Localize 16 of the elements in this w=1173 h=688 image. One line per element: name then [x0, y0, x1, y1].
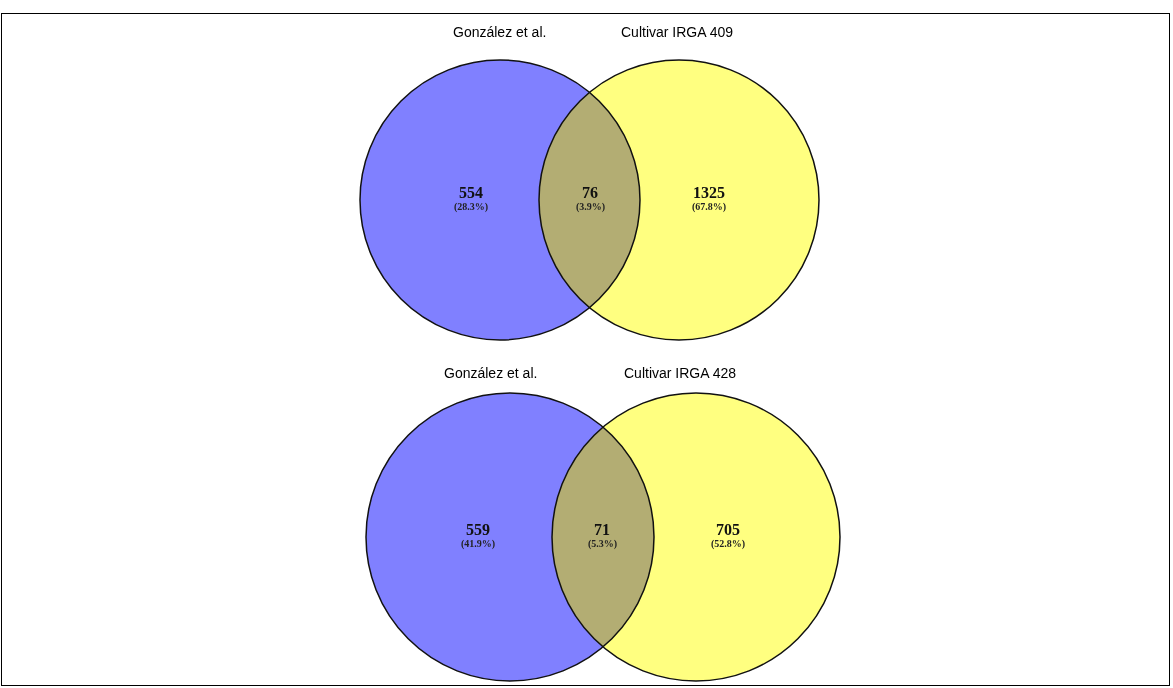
text: (28.3%) [454, 201, 489, 213]
data-label: 1325 [693, 184, 725, 201]
data-label: 554 [459, 184, 483, 201]
text: Cultivar IRGA 409 [621, 24, 734, 40]
text: Cultivar IRGA 428 [624, 365, 737, 381]
data-label: 705 [716, 521, 740, 538]
text: (5.3%) [588, 538, 618, 550]
data-label: 559 [466, 521, 490, 538]
text: (3.9%) [576, 201, 606, 213]
text: (41.9%) [461, 538, 496, 550]
text: (52.8%) [711, 538, 746, 550]
text: (67.8%) [692, 201, 727, 213]
data-label: 71 [594, 521, 610, 538]
text: González et al. [444, 365, 538, 381]
text: González et al. [453, 24, 547, 40]
data-label: 76 [582, 184, 598, 201]
